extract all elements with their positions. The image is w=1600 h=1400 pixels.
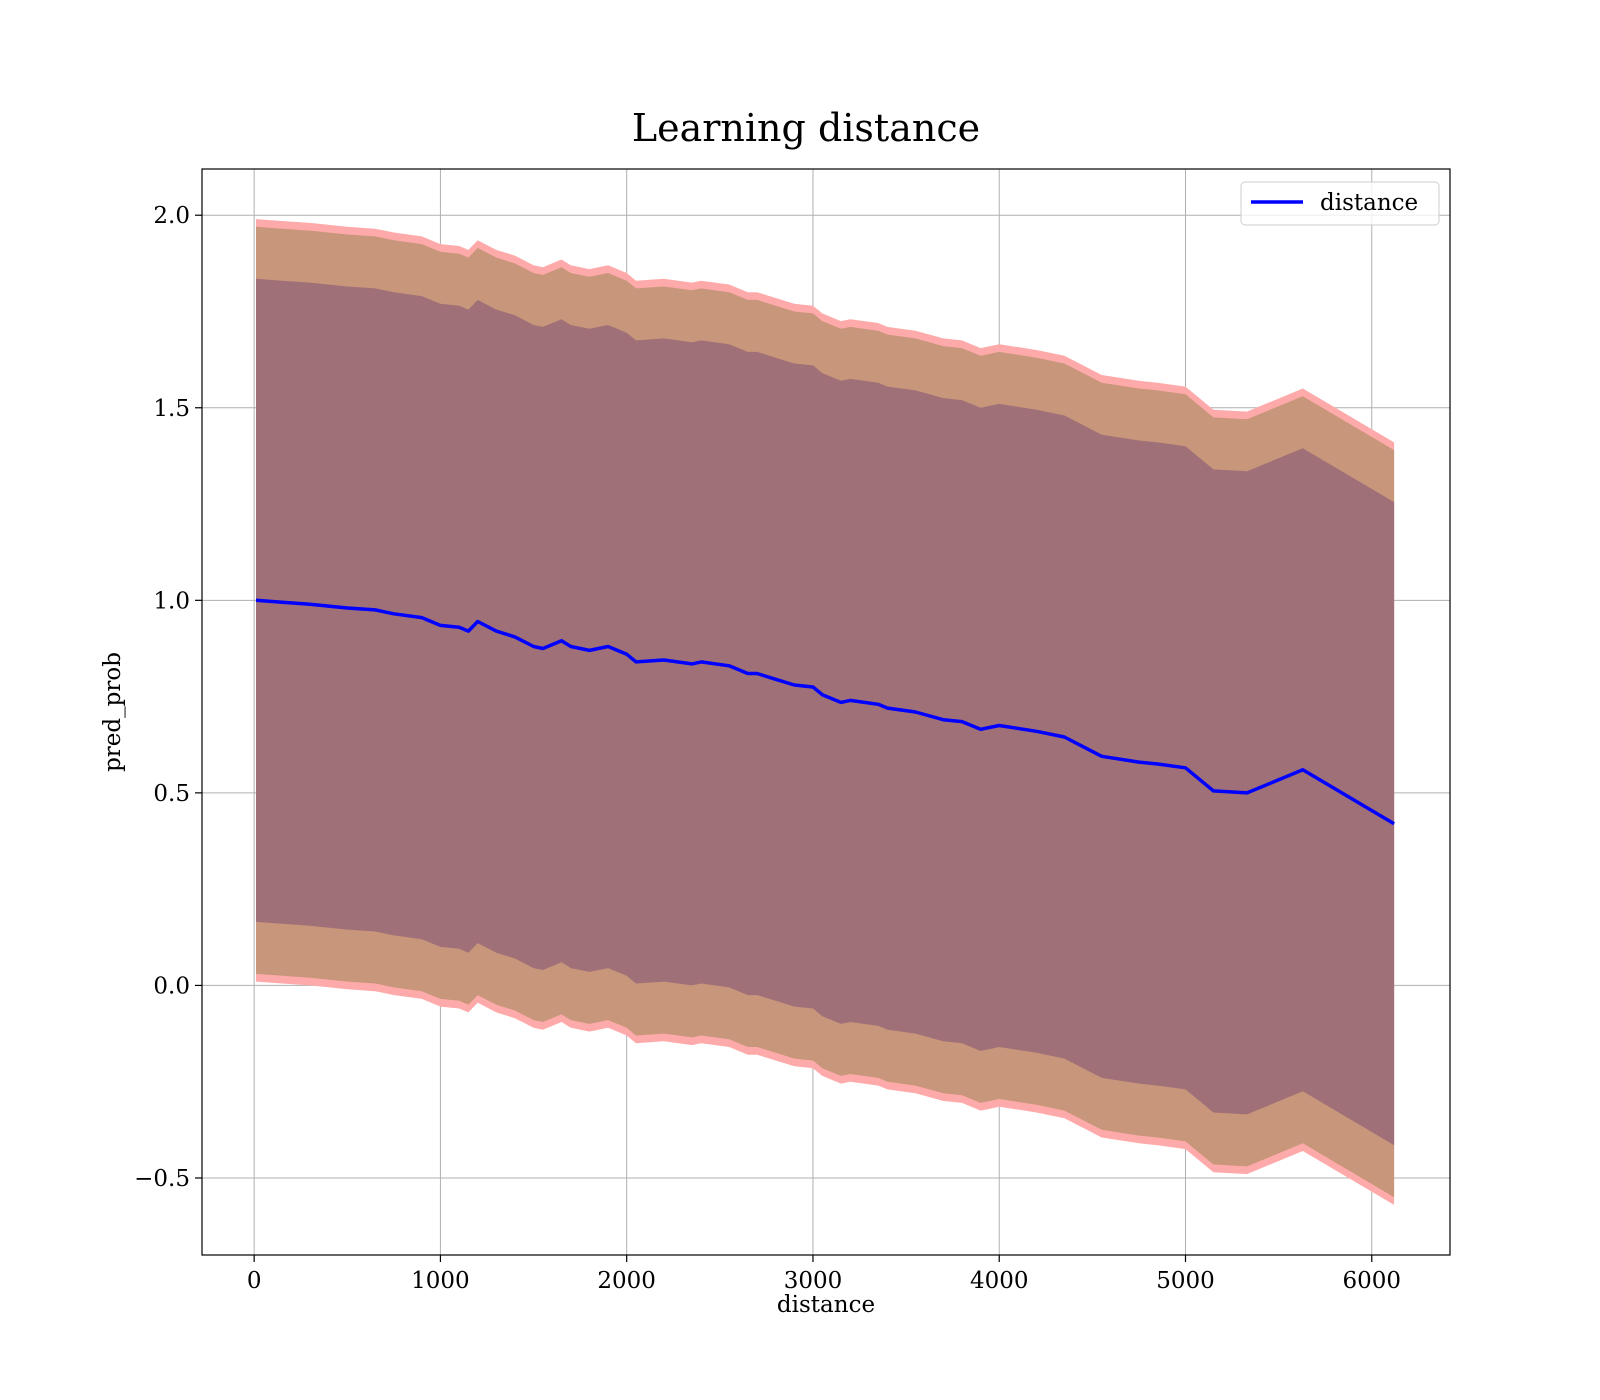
y-axis-label: pred_prob [100, 652, 126, 772]
x-tick-label: 4000 [970, 1268, 1029, 1294]
x-tick-label: 6000 [1342, 1268, 1401, 1294]
series-lines [255, 598, 1395, 826]
chart-title: Learning distance [632, 106, 980, 150]
x-tick-label: 0 [247, 1268, 262, 1294]
series-line-distance [255, 598, 1395, 826]
x-axis-label: distance [777, 1292, 875, 1318]
y-axis: −0.5 0.0 0.5 1.0 1.5 2.0 [134, 203, 202, 1192]
x-tick-label: 1000 [411, 1268, 470, 1294]
legend-box [1240, 181, 1440, 226]
legend: distance [1240, 181, 1440, 226]
y-tick-label: 1.5 [153, 396, 190, 422]
legend-label-distance: distance [1320, 190, 1418, 216]
confidence-bands [256, 219, 1395, 1205]
y-tick-label: 2.0 [153, 203, 190, 229]
x-axis: 0 1000 2000 3000 4000 5000 6000 [247, 1255, 1401, 1294]
x-tick-label: 2000 [597, 1268, 656, 1294]
y-tick-label: 1.0 [153, 588, 190, 614]
y-tick-label: −0.5 [134, 1166, 190, 1192]
band-inner [256, 278, 1395, 1146]
plot-frame [201, 168, 1451, 1256]
x-tick-label: 3000 [784, 1268, 843, 1294]
y-tick-label: 0.0 [153, 973, 190, 999]
x-tick-label: 5000 [1156, 1268, 1215, 1294]
y-tick-label: 0.5 [153, 781, 190, 807]
